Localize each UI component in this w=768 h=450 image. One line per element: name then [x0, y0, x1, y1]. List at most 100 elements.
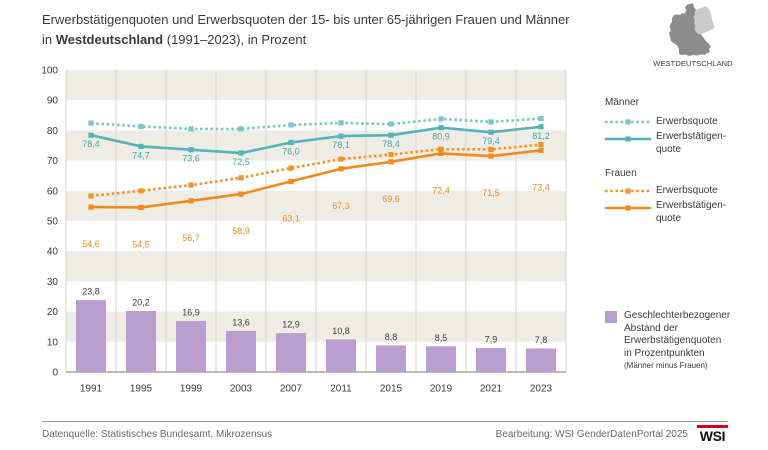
line-marker [238, 126, 244, 132]
y-tick-label: 80 [47, 126, 59, 137]
line-marker [88, 204, 94, 210]
x-tick-label: 1995 [130, 384, 153, 395]
line-marker [538, 116, 544, 122]
x-tick-label: 2023 [530, 384, 553, 395]
line-value-label: 72,4 [432, 185, 450, 195]
legend-label-abstand-4: in Prozentpunkten [624, 347, 705, 359]
solid-line [90, 125, 542, 155]
chart-title-line2: in Westdeutschland (1991–2023), in Proze… [42, 30, 570, 50]
line-marker [488, 119, 494, 125]
bar [376, 345, 406, 372]
legend-label-frauen-erwerbstaetigenquote-2: quote [656, 212, 682, 224]
line-marker [88, 132, 94, 138]
bar [326, 339, 356, 372]
chart-title-suffix: (1991–2023), in Prozent [163, 32, 307, 47]
grid [65, 70, 567, 372]
wsi-logo-text: WSI [699, 428, 726, 444]
line-marker [188, 126, 194, 132]
line-value-label: 54,6 [82, 239, 100, 249]
bar-value-label: 23,8 [82, 287, 100, 297]
line-marker [88, 193, 94, 199]
line-series-frauen-erwerbsquote [88, 141, 544, 199]
x-tick-label: 2007 [280, 384, 303, 395]
y-tick-label: 10 [47, 337, 59, 348]
line-marker [188, 147, 194, 153]
line-marker [138, 204, 144, 211]
line-marker [388, 132, 394, 138]
footer-divider [42, 421, 728, 422]
bar-value-label: 20,2 [132, 297, 150, 307]
wsi-logo-accent [697, 425, 728, 428]
line-marker [488, 129, 494, 135]
y-tick-label: 50 [47, 217, 59, 228]
bar-value-label: 7,8 [535, 335, 548, 345]
line-marker [138, 143, 144, 150]
line-value-label: 76,0 [282, 146, 300, 156]
line-value-label: 63,1 [282, 213, 300, 223]
line-value-label: 81,2 [532, 131, 550, 141]
line-marker [538, 124, 544, 130]
line-series-maenner-erwerbstaetigenquote: 78,4 74,7 73,6 72,5 76,0 78,1 78,4 80,9 79,4 81,2 [82, 124, 550, 167]
line-marker [338, 156, 344, 162]
line-value-label: 54,5 [132, 239, 150, 249]
legend-group-maenner: Männer [605, 97, 639, 108]
line-value-label: 80,9 [432, 132, 450, 142]
bar [126, 310, 156, 372]
line-marker [238, 175, 244, 181]
x-tick-label: 2003 [230, 384, 253, 395]
line-marker [438, 125, 444, 131]
footer-credit: Bearbeitung: WSI GenderDatenPortal 2025 [495, 429, 688, 440]
y-tick-label: 20 [47, 307, 59, 318]
legend-label-abstand-3: Erwerbstätigenquoten [624, 335, 722, 346]
line-value-label: 74,7 [132, 150, 150, 160]
bar [426, 346, 456, 372]
line-series-frauen-erwerbstaetigenquote: 54,6 54,5 56,7 58,9 63,1 67,3 69,6 72,4 71,5 73,4 [82, 147, 550, 249]
legend-swatch-maenner-erwerbsquote [605, 119, 651, 125]
line-value-label: 69,6 [382, 194, 400, 204]
bar-value-label: 13,6 [232, 317, 250, 327]
legend-label-maenner-erwerbstaetigenquote-1: Erwerbstätigen- [656, 131, 727, 142]
bar-value-label: 10,8 [332, 326, 350, 336]
bar [76, 300, 106, 372]
line-marker [88, 120, 94, 126]
chart-title: Erwerbstätigenquoten und Erwerbsquoten d… [42, 10, 570, 50]
line-marker [138, 123, 144, 130]
line-series-maenner-erwerbsquote [88, 116, 544, 132]
line-marker [338, 120, 344, 126]
bar-value-label: 12,9 [282, 320, 300, 330]
line-marker [488, 153, 494, 159]
x-tick-label: 2011 [330, 384, 352, 395]
line-value-label: 71,5 [482, 188, 500, 198]
legend-swatch-frauen-erwerbsquote [605, 188, 651, 194]
y-tick-label: 100 [41, 66, 58, 77]
legend-label-maenner-erwerbstaetigenquote-2: quote [656, 143, 682, 155]
bar [226, 330, 256, 372]
line-marker [288, 178, 294, 185]
line-value-label: 78,4 [382, 139, 400, 149]
y-tick-label: 40 [47, 247, 59, 258]
legend-label-abstand-1: Geschlechterbezogener [624, 310, 731, 321]
footer-source: Datenquelle: Statistisches Bundesamt, Mi… [42, 429, 273, 440]
line-value-label: 73,4 [532, 182, 550, 192]
line-value-label: 72,5 [232, 157, 250, 167]
legend-note-abstand: (Männer minus Frauen) [624, 361, 708, 370]
bar-series: 23,8 20,2 16,9 13,6 12,9 10,8 8,8 8,5 7,9 7,8 [76, 287, 556, 372]
line-marker [388, 151, 394, 158]
legend-label-frauen-erwerbstaetigenquote-1: Erwerbstätigen- [656, 200, 727, 211]
dotted-line [90, 117, 542, 131]
axes: 0 10 20 30 40 50 60 70 80 90 100 1991 1995 1999 2003 20… [41, 66, 566, 395]
bar-value-label: 16,9 [182, 307, 200, 317]
chart-title-region: Westdeutschland [55, 32, 164, 47]
legend-swatch-maenner-erwerbstaetigenquote [605, 136, 651, 142]
line-marker [338, 166, 344, 172]
line-marker [288, 165, 294, 171]
y-tick-label: 70 [47, 156, 59, 167]
bar [276, 333, 306, 372]
legend-swatch-abstand [605, 311, 617, 323]
line-marker [188, 182, 194, 188]
line-value-label: 67,3 [332, 201, 350, 211]
bar [476, 348, 506, 372]
line-value-label: 73,6 [182, 154, 200, 164]
y-tick-label: 30 [47, 277, 59, 288]
map-region-label: WESTDEUTSCHLAND [653, 59, 733, 68]
